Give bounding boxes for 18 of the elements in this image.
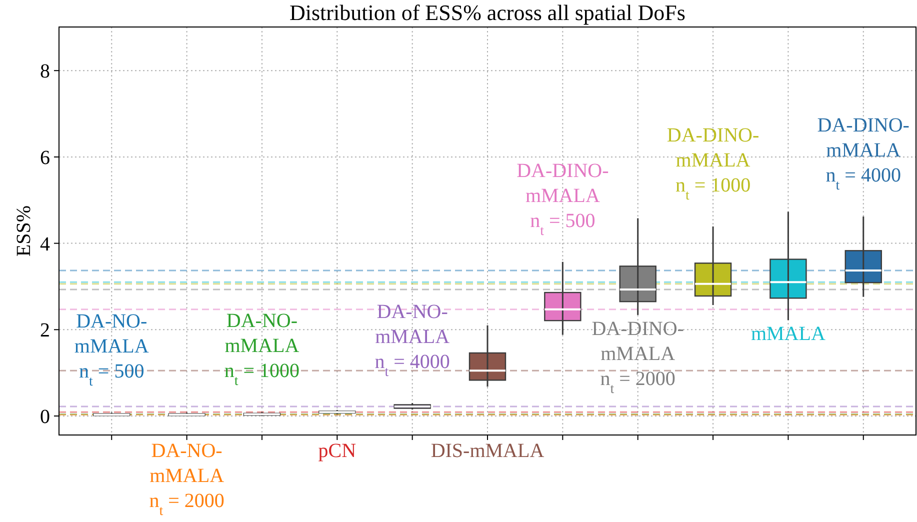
text: DA-DINO- mMALA n$_{t}$ = 500 [516, 160, 609, 238]
text: DA-DINO- mMALA n$_{t}$ = 4000 [817, 114, 910, 194]
text: DIS-mMALA [430, 440, 545, 462]
series-label: pCN [318, 440, 356, 462]
series-label: DA-DINO- mMALA n$_{t}$ = 2000 [592, 318, 684, 396]
series-label: DA-NO- mMALA n$_{t}$ = 1000 [224, 310, 300, 389]
series-label: mMALA [750, 323, 826, 346]
series-label: DA-NO- mMALA n$_{t}$ = 500 [74, 310, 150, 390]
y-tick-label: 8 [40, 60, 50, 83]
y-tick-label: 4 [40, 233, 50, 256]
series-label: DA-NO- mMALA n$_{t}$ = 2000 [149, 440, 225, 518]
series-label: DA-NO- mMALA n$_{t}$ = 4000 [374, 301, 450, 380]
y-tick-label: 0 [40, 406, 50, 428]
text: DA-DINO- mMALA n$_{t}$ = 1000 [666, 124, 760, 203]
chart-title: Distribution of ESS% across all spatial DoFs [290, 0, 686, 25]
y-tick-label: 6 [40, 146, 50, 169]
y-tick-label: 2 [40, 320, 50, 342]
y-axis-title: ESS% [13, 205, 35, 257]
